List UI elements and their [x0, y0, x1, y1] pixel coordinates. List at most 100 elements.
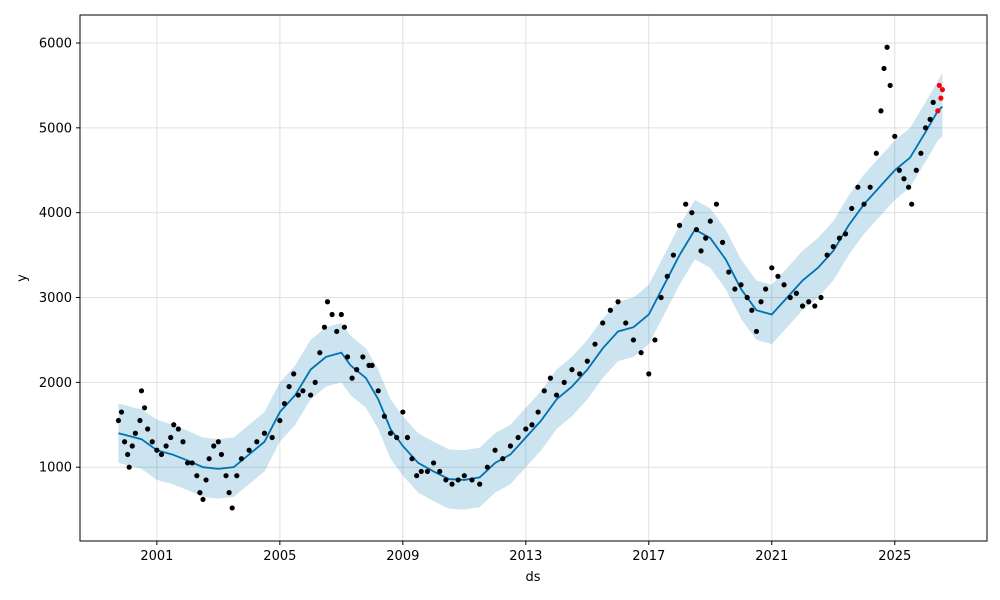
x-tick-label: 2005: [263, 549, 296, 564]
observed-point: [234, 473, 240, 479]
observed-point: [189, 460, 195, 466]
observed-point: [163, 443, 169, 449]
observed-point: [145, 426, 151, 432]
observed-point: [896, 167, 902, 173]
observed-point: [646, 371, 652, 377]
observed-point: [749, 307, 755, 313]
x-tick-label: 2017: [632, 549, 665, 564]
y-tick-label: 1000: [39, 461, 72, 476]
observed-point: [484, 464, 490, 470]
observed-point: [341, 324, 348, 330]
observed-point: [369, 362, 375, 368]
observed-point: [873, 150, 879, 156]
observed-point: [317, 350, 323, 356]
observed-point: [375, 388, 381, 394]
observed-point: [561, 379, 567, 385]
observed-point: [830, 244, 836, 250]
observed-point: [321, 324, 328, 330]
observed-point: [349, 375, 355, 381]
observed-point: [664, 273, 670, 279]
observed-point: [732, 286, 738, 292]
observed-point: [307, 392, 314, 398]
observed-point: [753, 328, 760, 335]
y-tick-label: 5000: [39, 121, 72, 136]
observed-point: [269, 434, 275, 441]
observed-point: [461, 473, 467, 479]
observed-point: [541, 388, 547, 394]
observed-point: [867, 184, 873, 190]
observed-point: [878, 108, 884, 114]
observed-point: [180, 439, 186, 445]
observed-point: [381, 413, 387, 419]
observed-point: [168, 434, 174, 441]
observed-point: [787, 294, 793, 301]
observed-point: [281, 400, 288, 407]
observed-point: [676, 222, 683, 228]
observed-point: [763, 286, 769, 292]
observed-point: [218, 451, 225, 458]
highlight-point: [939, 87, 946, 93]
observed-point: [918, 150, 924, 156]
observed-point: [529, 422, 535, 428]
observed-point: [118, 409, 125, 415]
observed-point: [547, 375, 554, 381]
highlight-point: [935, 108, 941, 114]
observed-point: [592, 341, 598, 347]
observed-point: [769, 265, 775, 271]
observed-point: [115, 417, 122, 424]
x-tick-label: 2021: [755, 549, 788, 564]
observed-point: [515, 434, 521, 441]
observed-point: [836, 235, 843, 241]
observed-point: [905, 184, 912, 190]
observed-point: [329, 311, 335, 318]
observed-point: [121, 439, 128, 445]
observed-point: [775, 273, 781, 279]
observed-point: [238, 456, 245, 462]
observed-point: [707, 218, 713, 224]
observed-point: [300, 388, 306, 394]
observed-point: [600, 320, 606, 326]
observed-point: [246, 447, 252, 453]
observed-point: [229, 505, 235, 511]
observed-point: [698, 248, 704, 254]
observed-point: [158, 451, 165, 458]
observed-point: [623, 320, 629, 326]
observed-point: [194, 473, 200, 479]
observed-point: [713, 201, 720, 207]
observed-point: [409, 456, 415, 462]
observed-point: [197, 490, 203, 496]
observed-point: [175, 426, 181, 432]
y-tick-label: 2000: [39, 376, 72, 391]
observed-point: [884, 44, 890, 50]
observed-point: [200, 496, 206, 503]
y-tick-label: 3000: [39, 291, 72, 306]
observed-point: [719, 239, 726, 245]
observed-point: [492, 447, 498, 453]
observed-point: [607, 307, 613, 313]
y-tick-label: 4000: [39, 206, 72, 221]
grid: [80, 15, 987, 541]
observed-point: [171, 422, 177, 428]
x-tick-label: 2025: [878, 549, 911, 564]
y-axis-ticks: 1000 2000 3000 4000 5000 6000: [39, 36, 80, 476]
observed-point: [693, 227, 700, 233]
observed-point: [254, 439, 260, 445]
observed-point: [277, 417, 283, 424]
observed-point: [806, 299, 812, 305]
observed-point: [418, 468, 424, 475]
observed-point: [523, 426, 529, 432]
observed-point: [344, 354, 351, 360]
observed-point: [455, 477, 461, 483]
highlight-point: [936, 82, 942, 89]
observed-point: [223, 473, 229, 479]
observed-point: [892, 133, 898, 139]
highlight-points-layer: [935, 82, 946, 114]
observed-point: [569, 367, 575, 373]
observed-point: [500, 456, 506, 462]
x-tick-label: 2013: [509, 549, 542, 564]
observed-point: [430, 460, 437, 466]
observed-point: [922, 125, 929, 131]
observed-point: [887, 82, 893, 89]
observed-point: [469, 477, 475, 483]
